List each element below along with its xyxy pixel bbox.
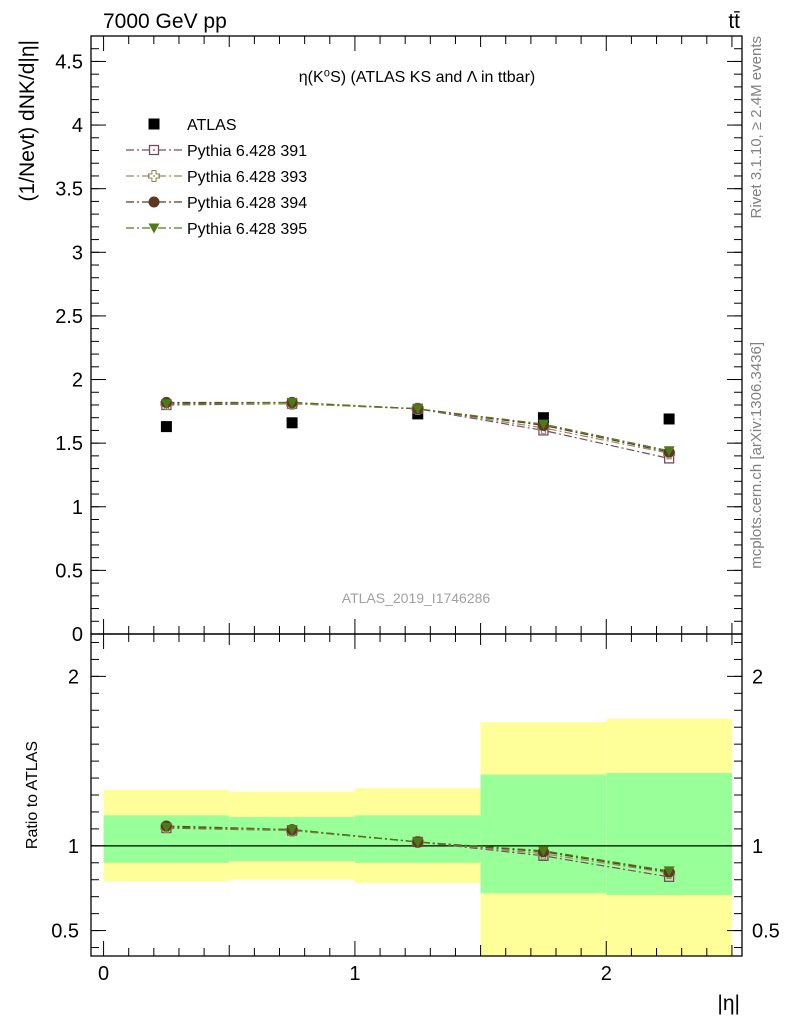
x-axis-label: |η| (717, 992, 740, 1015)
data-point-square (663, 413, 675, 425)
y-tick-label: 0 (72, 624, 83, 646)
watermark: ATLAS_2019_I1746286 (342, 590, 491, 606)
main-title: η(K⁰S) (ATLAS KS and Λ in ttbar) (299, 69, 535, 86)
data-point-triangle (286, 825, 298, 836)
energy-label: 7000 GeV pp (103, 10, 227, 33)
x-tick-label: 2 (601, 963, 612, 985)
y-tick-label: 3.5 (55, 179, 83, 201)
data-point-triangle (537, 419, 549, 430)
y-tick-label: 1.5 (55, 433, 83, 455)
data-point-triangle (148, 223, 160, 234)
ratio-y-tick-label: 2 (68, 666, 79, 688)
x-tick-label: 0 (98, 963, 109, 985)
data-point-triangle (663, 866, 675, 877)
ratio-y-axis-label: Ratio to ATLAS (24, 741, 41, 849)
legend: ATLAS Pythia 6.428 391 Pythia 6.428 393 Pyt… (126, 117, 307, 238)
data-point-triangle (412, 837, 424, 848)
legend-label: ATLAS (187, 117, 237, 134)
data-point-triangle (663, 446, 675, 457)
ratio-y-tick-label-right: 0.5 (752, 921, 780, 943)
y-tick-label: 0.5 (55, 560, 83, 582)
main-y-axis-label: (1/Nevt) dNK/d|η| (16, 40, 39, 201)
data-point-circle (148, 196, 160, 208)
data-point-triangle (160, 822, 172, 833)
legend-label: Pythia 6.428 391 (187, 143, 307, 160)
data-point-open-square (148, 144, 160, 156)
data-point-square (148, 118, 160, 130)
data-point-square (537, 412, 549, 424)
ratio-y-tick-label: 1 (68, 836, 79, 858)
legend-label: Pythia 6.428 395 (187, 221, 307, 238)
ratio-y-tick-label: 0.5 (51, 921, 79, 943)
y-tick-label: 4 (72, 115, 83, 137)
ratio-y-tick-label-right: 2 (752, 666, 763, 688)
data-point-square (160, 421, 172, 433)
rivet-label: Rivet 3.1.10, ≥ 2.4M events (748, 36, 765, 219)
y-tick-label: 1 (72, 497, 83, 519)
x-tick-label: 1 (349, 963, 360, 985)
ratio-axes: 0.5 0.5 1 1 2 2 0 1 2 (51, 634, 780, 985)
data-point-triangle (160, 399, 172, 410)
main-marks (160, 396, 676, 464)
y-tick-label: 2.5 (55, 306, 83, 328)
data-point-square (286, 417, 298, 429)
data-point-triangle (286, 397, 298, 408)
data-point-triangle (537, 846, 549, 857)
main-axes: 0 0.5 1 1.5 2 2.5 3 3.5 4 4.5 (55, 35, 742, 646)
legend-label: Pythia 6.428 393 (187, 169, 307, 186)
data-point-triangle (412, 404, 424, 415)
stat-uncertainty-band (480, 774, 607, 894)
ratio-panel: 0.5 0.5 1 1 2 2 0 1 2 Ratio to ATLAS |η| (24, 633, 780, 1015)
legend-label: Pythia 6.428 394 (187, 195, 307, 212)
main-panel: 0 0.5 1 1.5 2 2.5 3 3.5 4 4.5 η(K⁰S) (ATLAS KS an… (16, 35, 743, 646)
process-label: tt̄ (728, 10, 740, 33)
ratio-marks (91, 718, 742, 956)
data-point-cross (147, 169, 161, 183)
y-tick-label: 4.5 (55, 51, 83, 73)
mcplots-label: mcplots.cern.ch [arXiv:1306.3436] (748, 342, 765, 569)
ratio-y-tick-label-right: 1 (752, 836, 763, 858)
stat-uncertainty-band (229, 817, 355, 862)
y-tick-label: 3 (72, 242, 83, 264)
y-tick-label: 2 (72, 370, 83, 392)
